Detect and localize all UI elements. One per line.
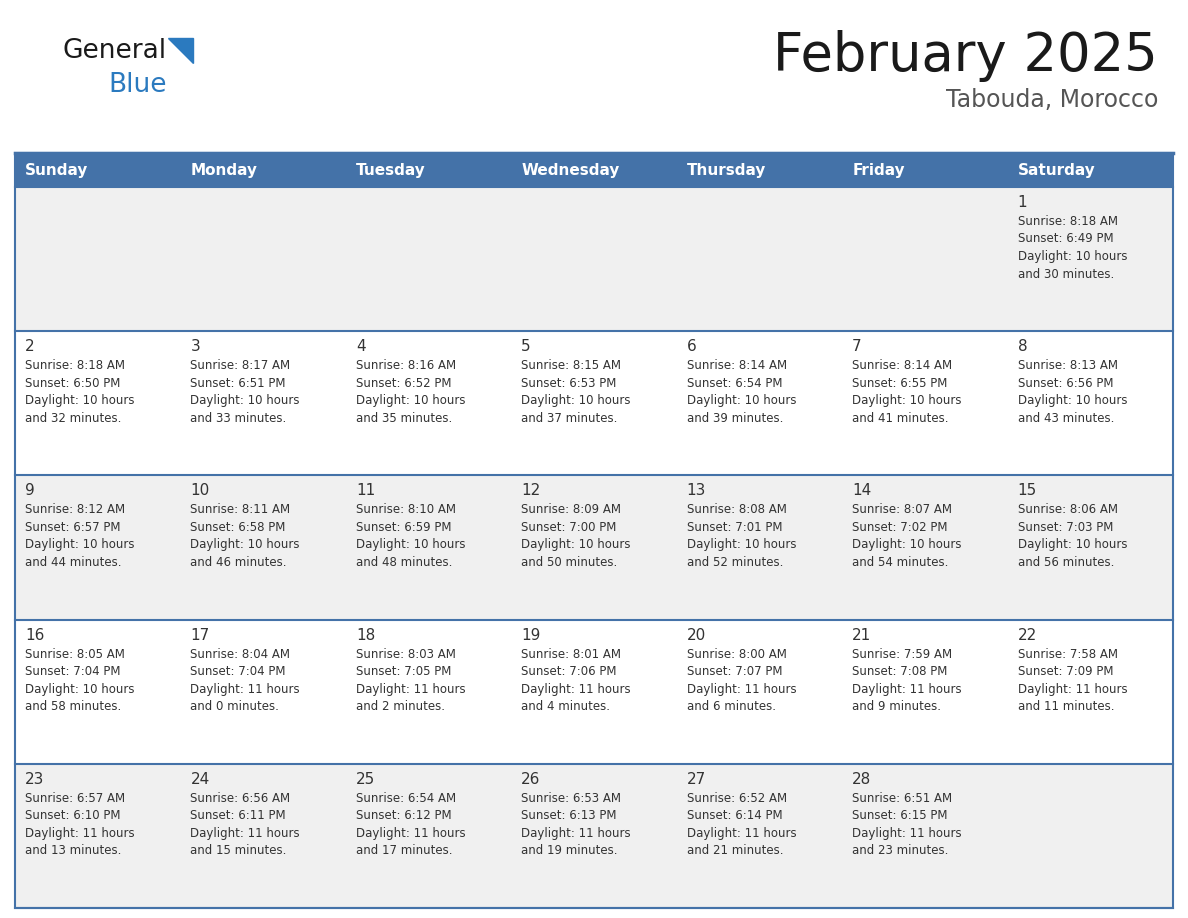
Text: Sunrise: 8:09 AM
Sunset: 7:00 PM
Daylight: 10 hours
and 50 minutes.: Sunrise: 8:09 AM Sunset: 7:00 PM Dayligh… <box>522 503 631 569</box>
Text: 28: 28 <box>852 772 871 787</box>
Text: 15: 15 <box>1018 484 1037 498</box>
Text: Sunrise: 8:03 AM
Sunset: 7:05 PM
Daylight: 11 hours
and 2 minutes.: Sunrise: 8:03 AM Sunset: 7:05 PM Dayligh… <box>356 647 466 713</box>
Text: Sunrise: 8:01 AM
Sunset: 7:06 PM
Daylight: 11 hours
and 4 minutes.: Sunrise: 8:01 AM Sunset: 7:06 PM Dayligh… <box>522 647 631 713</box>
Polygon shape <box>168 38 192 63</box>
Text: 12: 12 <box>522 484 541 498</box>
Text: 9: 9 <box>25 484 34 498</box>
Text: 25: 25 <box>356 772 375 787</box>
Text: 6: 6 <box>687 339 696 354</box>
Text: 1: 1 <box>1018 195 1028 210</box>
Text: 21: 21 <box>852 628 871 643</box>
Text: 18: 18 <box>356 628 375 643</box>
Bar <box>15 153 1173 187</box>
Text: Sunrise: 6:51 AM
Sunset: 6:15 PM
Daylight: 11 hours
and 23 minutes.: Sunrise: 6:51 AM Sunset: 6:15 PM Dayligh… <box>852 792 962 857</box>
Text: General: General <box>62 38 166 64</box>
Text: Sunrise: 8:08 AM
Sunset: 7:01 PM
Daylight: 10 hours
and 52 minutes.: Sunrise: 8:08 AM Sunset: 7:01 PM Dayligh… <box>687 503 796 569</box>
Bar <box>15 764 1173 908</box>
Text: Sunrise: 8:18 AM
Sunset: 6:49 PM
Daylight: 10 hours
and 30 minutes.: Sunrise: 8:18 AM Sunset: 6:49 PM Dayligh… <box>1018 215 1127 281</box>
Text: 2: 2 <box>25 339 34 354</box>
Text: 26: 26 <box>522 772 541 787</box>
Text: 23: 23 <box>25 772 44 787</box>
Text: Sunrise: 7:59 AM
Sunset: 7:08 PM
Daylight: 11 hours
and 9 minutes.: Sunrise: 7:59 AM Sunset: 7:08 PM Dayligh… <box>852 647 962 713</box>
Bar <box>15 153 1173 908</box>
Text: 13: 13 <box>687 484 706 498</box>
Text: Tabouda, Morocco: Tabouda, Morocco <box>946 88 1158 112</box>
Text: Saturday: Saturday <box>1018 162 1095 177</box>
Text: 27: 27 <box>687 772 706 787</box>
Text: Sunrise: 6:57 AM
Sunset: 6:10 PM
Daylight: 11 hours
and 13 minutes.: Sunrise: 6:57 AM Sunset: 6:10 PM Dayligh… <box>25 792 134 857</box>
Text: 3: 3 <box>190 339 201 354</box>
Text: Sunrise: 6:56 AM
Sunset: 6:11 PM
Daylight: 11 hours
and 15 minutes.: Sunrise: 6:56 AM Sunset: 6:11 PM Dayligh… <box>190 792 301 857</box>
Text: Sunrise: 7:58 AM
Sunset: 7:09 PM
Daylight: 11 hours
and 11 minutes.: Sunrise: 7:58 AM Sunset: 7:09 PM Dayligh… <box>1018 647 1127 713</box>
Text: 17: 17 <box>190 628 209 643</box>
Text: Sunrise: 8:10 AM
Sunset: 6:59 PM
Daylight: 10 hours
and 48 minutes.: Sunrise: 8:10 AM Sunset: 6:59 PM Dayligh… <box>356 503 466 569</box>
Text: Sunrise: 6:54 AM
Sunset: 6:12 PM
Daylight: 11 hours
and 17 minutes.: Sunrise: 6:54 AM Sunset: 6:12 PM Dayligh… <box>356 792 466 857</box>
Text: Sunrise: 8:14 AM
Sunset: 6:55 PM
Daylight: 10 hours
and 41 minutes.: Sunrise: 8:14 AM Sunset: 6:55 PM Dayligh… <box>852 359 961 425</box>
Text: Sunrise: 8:13 AM
Sunset: 6:56 PM
Daylight: 10 hours
and 43 minutes.: Sunrise: 8:13 AM Sunset: 6:56 PM Dayligh… <box>1018 359 1127 425</box>
Text: Sunrise: 8:05 AM
Sunset: 7:04 PM
Daylight: 10 hours
and 58 minutes.: Sunrise: 8:05 AM Sunset: 7:04 PM Dayligh… <box>25 647 134 713</box>
Text: 24: 24 <box>190 772 209 787</box>
Text: Tuesday: Tuesday <box>356 162 425 177</box>
Text: Blue: Blue <box>108 72 166 98</box>
Text: Wednesday: Wednesday <box>522 162 620 177</box>
Text: 7: 7 <box>852 339 861 354</box>
Text: Monday: Monday <box>190 162 258 177</box>
Text: Sunrise: 8:07 AM
Sunset: 7:02 PM
Daylight: 10 hours
and 54 minutes.: Sunrise: 8:07 AM Sunset: 7:02 PM Dayligh… <box>852 503 961 569</box>
Text: Sunrise: 6:52 AM
Sunset: 6:14 PM
Daylight: 11 hours
and 21 minutes.: Sunrise: 6:52 AM Sunset: 6:14 PM Dayligh… <box>687 792 796 857</box>
Text: Sunrise: 8:12 AM
Sunset: 6:57 PM
Daylight: 10 hours
and 44 minutes.: Sunrise: 8:12 AM Sunset: 6:57 PM Dayligh… <box>25 503 134 569</box>
Text: Sunrise: 8:06 AM
Sunset: 7:03 PM
Daylight: 10 hours
and 56 minutes.: Sunrise: 8:06 AM Sunset: 7:03 PM Dayligh… <box>1018 503 1127 569</box>
Text: Sunrise: 8:17 AM
Sunset: 6:51 PM
Daylight: 10 hours
and 33 minutes.: Sunrise: 8:17 AM Sunset: 6:51 PM Dayligh… <box>190 359 299 425</box>
Text: 8: 8 <box>1018 339 1028 354</box>
Text: 14: 14 <box>852 484 871 498</box>
Text: 20: 20 <box>687 628 706 643</box>
Text: Sunday: Sunday <box>25 162 88 177</box>
Text: 16: 16 <box>25 628 44 643</box>
Bar <box>15 620 1173 764</box>
Text: Friday: Friday <box>852 162 905 177</box>
Text: 4: 4 <box>356 339 366 354</box>
Text: Sunrise: 8:11 AM
Sunset: 6:58 PM
Daylight: 10 hours
and 46 minutes.: Sunrise: 8:11 AM Sunset: 6:58 PM Dayligh… <box>190 503 299 569</box>
Text: 19: 19 <box>522 628 541 643</box>
Bar <box>15 187 1173 331</box>
Text: Sunrise: 8:04 AM
Sunset: 7:04 PM
Daylight: 11 hours
and 0 minutes.: Sunrise: 8:04 AM Sunset: 7:04 PM Dayligh… <box>190 647 301 713</box>
Text: 10: 10 <box>190 484 209 498</box>
Text: Thursday: Thursday <box>687 162 766 177</box>
Text: 5: 5 <box>522 339 531 354</box>
Bar <box>15 331 1173 476</box>
Text: Sunrise: 8:00 AM
Sunset: 7:07 PM
Daylight: 11 hours
and 6 minutes.: Sunrise: 8:00 AM Sunset: 7:07 PM Dayligh… <box>687 647 796 713</box>
Bar <box>15 476 1173 620</box>
Text: Sunrise: 8:14 AM
Sunset: 6:54 PM
Daylight: 10 hours
and 39 minutes.: Sunrise: 8:14 AM Sunset: 6:54 PM Dayligh… <box>687 359 796 425</box>
Text: Sunrise: 8:16 AM
Sunset: 6:52 PM
Daylight: 10 hours
and 35 minutes.: Sunrise: 8:16 AM Sunset: 6:52 PM Dayligh… <box>356 359 466 425</box>
Text: Sunrise: 8:18 AM
Sunset: 6:50 PM
Daylight: 10 hours
and 32 minutes.: Sunrise: 8:18 AM Sunset: 6:50 PM Dayligh… <box>25 359 134 425</box>
Text: 11: 11 <box>356 484 375 498</box>
Text: Sunrise: 8:15 AM
Sunset: 6:53 PM
Daylight: 10 hours
and 37 minutes.: Sunrise: 8:15 AM Sunset: 6:53 PM Dayligh… <box>522 359 631 425</box>
Text: Sunrise: 6:53 AM
Sunset: 6:13 PM
Daylight: 11 hours
and 19 minutes.: Sunrise: 6:53 AM Sunset: 6:13 PM Dayligh… <box>522 792 631 857</box>
Text: 22: 22 <box>1018 628 1037 643</box>
Text: February 2025: February 2025 <box>773 30 1158 82</box>
